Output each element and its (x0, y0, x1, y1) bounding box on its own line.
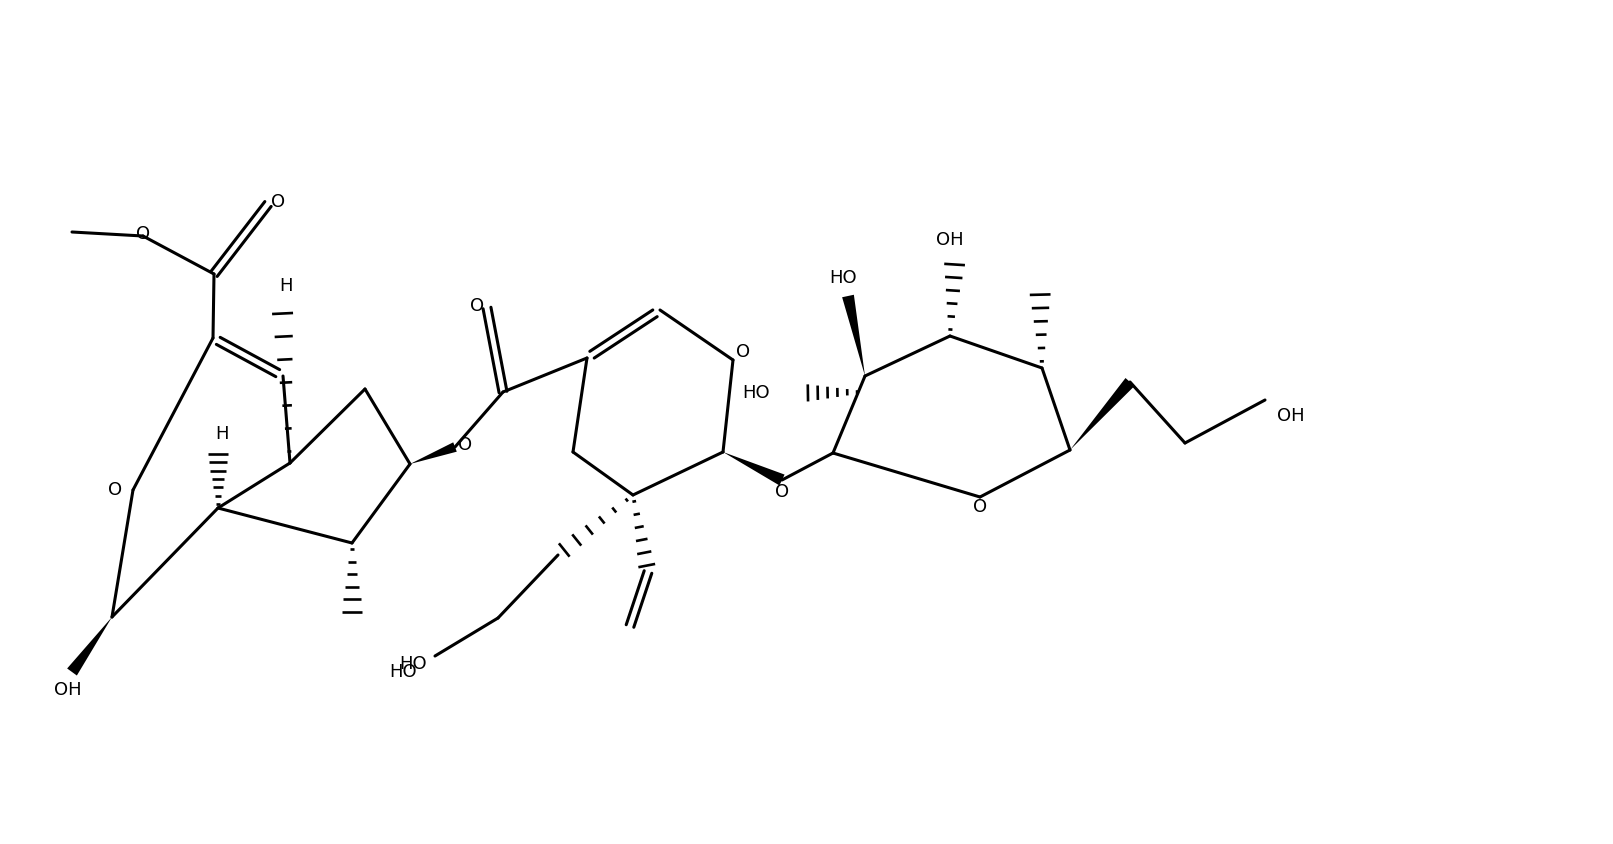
Text: OH: OH (55, 681, 82, 699)
Polygon shape (723, 452, 784, 485)
Polygon shape (410, 442, 456, 464)
Text: O: O (458, 436, 473, 454)
Text: OH: OH (1277, 407, 1305, 425)
Text: O: O (736, 343, 750, 361)
Text: HO: HO (829, 269, 857, 287)
Text: HO: HO (400, 655, 427, 673)
Text: H: H (215, 425, 229, 443)
Polygon shape (1069, 378, 1134, 450)
Polygon shape (842, 295, 865, 376)
Text: O: O (108, 481, 123, 499)
Text: O: O (135, 225, 150, 243)
Text: HO: HO (389, 663, 418, 681)
Text: O: O (973, 498, 987, 516)
Polygon shape (68, 617, 111, 675)
Text: O: O (774, 483, 789, 501)
Text: O: O (271, 193, 286, 211)
Text: O: O (469, 297, 484, 315)
Text: OH: OH (936, 231, 965, 249)
Text: H: H (279, 277, 292, 295)
Text: HO: HO (742, 384, 769, 402)
